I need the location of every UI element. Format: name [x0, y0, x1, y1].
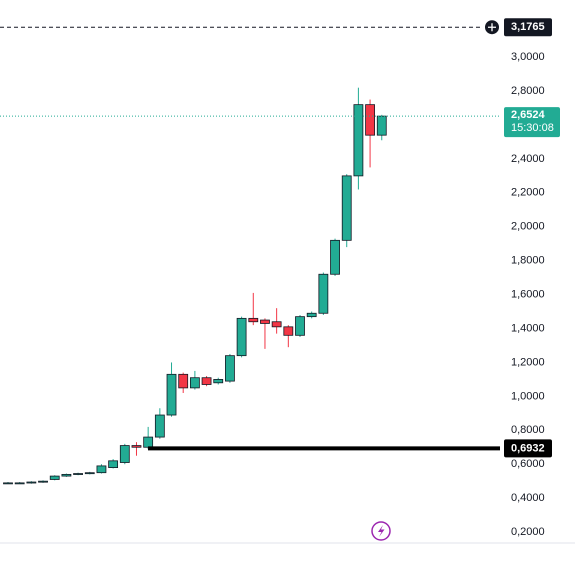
icon-bolt[interactable] — [378, 525, 385, 537]
candle-body — [236, 317, 247, 357]
candle-body — [283, 326, 294, 336]
candle-body — [61, 473, 72, 477]
y-tick-label: 0,8000 — [511, 424, 545, 436]
candle-body — [213, 379, 224, 384]
countdown-label: 15:30:08 — [511, 122, 554, 134]
candle-body — [225, 355, 235, 382]
y-tick-label: 0,6000 — [511, 458, 545, 470]
candle-body — [178, 373, 189, 389]
y-tick-label: 1,0000 — [511, 390, 545, 402]
candle-body — [189, 377, 200, 389]
lightning-icon[interactable] — [371, 521, 391, 541]
candle-body — [96, 465, 107, 474]
candle-body — [365, 104, 375, 136]
last-price-label: 2,6524 — [511, 109, 546, 121]
candle-body — [26, 481, 37, 484]
alert-add-plus — [488, 23, 496, 32]
horizontal-line-label: 0,6932 — [511, 442, 545, 454]
y-tick-label: 2,4000 — [511, 153, 545, 165]
candle-body — [14, 482, 25, 485]
candle-body — [341, 175, 352, 241]
candle-body — [154, 414, 165, 438]
candle-body — [295, 316, 305, 336]
candle-body — [330, 239, 340, 275]
candle-body — [119, 445, 130, 463]
candle-body — [353, 104, 364, 177]
y-tick-label: 1,2000 — [511, 356, 545, 368]
horizontal-line-tag — [504, 439, 552, 458]
candle-body — [271, 321, 282, 328]
candle-body — [248, 317, 259, 323]
y-tick-label: 2,8000 — [511, 85, 545, 97]
y-tick-label: 1,6000 — [511, 289, 545, 301]
alert-tag — [504, 18, 552, 37]
y-tick-label: 3,0000 — [511, 51, 545, 63]
candle-body — [3, 482, 13, 485]
alert-label: 3,1765 — [511, 21, 545, 33]
candle-body — [318, 273, 329, 314]
last-price-tag — [504, 107, 560, 138]
candle-body — [49, 475, 60, 480]
candle-body — [108, 460, 119, 469]
y-tick-label: 1,8000 — [511, 255, 545, 267]
icon-ring[interactable] — [371, 521, 391, 541]
candle-body — [131, 445, 142, 448]
y-tick-label: 0,4000 — [511, 492, 545, 504]
y-tick-label: 2,0000 — [511, 221, 545, 233]
candle-body — [38, 480, 48, 483]
candle-body — [201, 377, 212, 385]
y-tick-label: 0,2000 — [511, 526, 545, 538]
candle-body — [73, 473, 83, 475]
y-tick-label: 1,4000 — [511, 322, 545, 334]
y-tick-label: 2,2000 — [511, 187, 545, 199]
candle-body — [166, 373, 177, 416]
candle-body — [84, 472, 95, 475]
candle-body — [260, 319, 270, 324]
candle-body — [143, 436, 154, 448]
candle-body — [376, 115, 387, 136]
candle-body — [306, 312, 317, 318]
